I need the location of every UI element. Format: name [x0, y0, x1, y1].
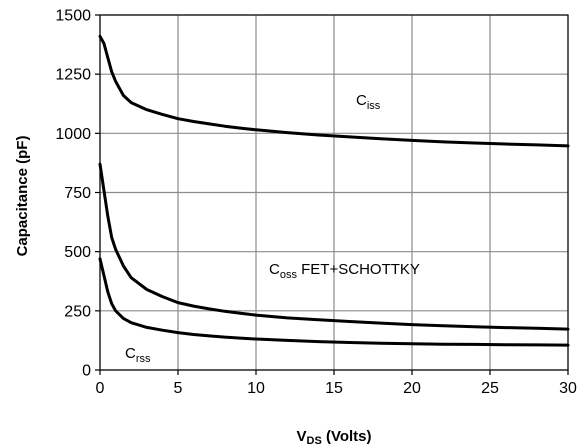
- tick-labels: 0 250 500 750 1000 1250 1500 0 5 10 15 20 25 30: [55, 8, 577, 398]
- y-tick-label: 750: [64, 185, 91, 202]
- y-tick-label: 1000: [55, 126, 91, 143]
- plot-area-frame: [99, 14, 569, 371]
- series-line-crss: [98, 257, 570, 347]
- series-label-crss: Crss: [125, 345, 151, 365]
- series-label-ciss: Ciss: [356, 92, 381, 112]
- series-line-coss: [98, 162, 570, 331]
- series-line-ciss: [98, 34, 570, 148]
- y-tick-label: 1500: [55, 8, 91, 25]
- x-tick-label: 20: [403, 380, 421, 397]
- x-axis-label: VDS (Volts): [296, 428, 371, 447]
- x-axis-label-unit: (Volts): [322, 428, 372, 445]
- y-axis-label: Capacitance (pF): [14, 136, 31, 257]
- y-tick-label: 0: [82, 363, 91, 380]
- y-tick-label: 1250: [55, 67, 91, 84]
- x-tick-label: 25: [481, 380, 499, 397]
- x-tick-label: 5: [174, 380, 183, 397]
- series-label-coss: Coss FET+SCHOTTKY: [269, 261, 420, 281]
- y-tick-label: 500: [64, 244, 91, 261]
- x-axis-label-subscript: DS: [307, 435, 322, 447]
- x-tick-label: 15: [325, 380, 343, 397]
- x-tick-label: 0: [96, 380, 105, 397]
- x-tick-label: 30: [559, 380, 577, 397]
- series-lines: [98, 34, 570, 347]
- y-tick-label: 250: [64, 303, 91, 320]
- x-axis-label-main: V: [296, 428, 306, 445]
- x-tick-label: 10: [247, 380, 265, 397]
